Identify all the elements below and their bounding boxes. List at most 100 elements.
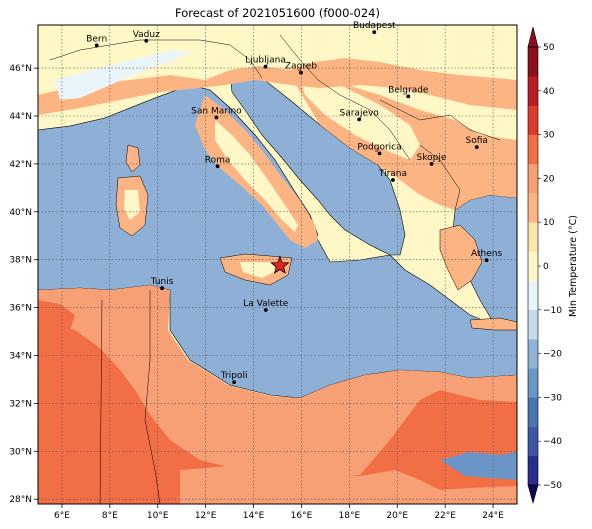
city-zagreb[interactable]: Zagreb — [285, 62, 317, 75]
city-dot — [144, 38, 149, 43]
lon-tick-label: 6°E — [54, 511, 70, 521]
lat-lon-grid — [38, 25, 517, 504]
lon-tick-label: 18°E — [339, 511, 361, 521]
colorbar-bin — [528, 426, 538, 457]
city-label: Vaduz — [133, 30, 160, 40]
city-podgorica[interactable]: Podgorica — [357, 142, 402, 156]
north-warm-band — [38, 58, 517, 115]
city-vaduz[interactable]: Vaduz — [133, 30, 160, 43]
lat-tick-label: 32°N — [9, 399, 32, 409]
country-borders — [49, 34, 501, 504]
lat-tick-label: 36°N — [9, 304, 32, 314]
lon-tick-label: 10°E — [147, 511, 169, 521]
lat-tick-label: 44°N — [9, 112, 32, 122]
map-frame — [37, 24, 518, 505]
city-dot — [94, 43, 99, 48]
colorbar-min-arrow — [527, 484, 539, 505]
city-belgrade[interactable]: Belgrade — [388, 85, 429, 99]
city-san-marino[interactable]: San Marino — [191, 106, 242, 120]
city-ljubljana[interactable]: Ljubljana — [245, 56, 286, 69]
greece-peninsula — [439, 224, 483, 291]
colorbar-bin — [528, 47, 538, 77]
city-tripoli[interactable]: Tripoli — [220, 371, 248, 384]
star-marker — [270, 255, 290, 274]
africa-hot-west — [38, 300, 75, 330]
lon-tick-label: 14°E — [243, 511, 265, 521]
colorbar-tick-label: −40 — [543, 437, 562, 447]
city-budapest[interactable]: Budapest — [353, 21, 396, 35]
map-title: Forecast of 2021051600 (f000-024) — [175, 6, 380, 20]
city-label: Tripoli — [220, 371, 248, 381]
city-tunis[interactable]: Tunis — [150, 277, 174, 291]
city-dot — [372, 30, 377, 35]
sardinia-inland — [124, 190, 140, 220]
lat-tick-label: 30°N — [9, 447, 32, 457]
city-label: Bern — [86, 34, 107, 44]
colorbar-bin — [528, 455, 538, 486]
crete — [469, 317, 517, 331]
city-label: Budapest — [353, 21, 396, 31]
lon-tick-label: 8°E — [102, 511, 118, 521]
city-dot — [406, 94, 411, 99]
city-bern[interactable]: Bern — [86, 34, 107, 48]
lat-tick-label: 40°N — [9, 208, 32, 218]
city-dot — [263, 64, 268, 69]
colorbar-bin — [528, 134, 538, 165]
city-athens[interactable]: Athens — [471, 249, 502, 263]
city-label: Zagreb — [285, 62, 317, 72]
city-dot — [299, 70, 303, 75]
corsica — [125, 144, 141, 173]
city-dot — [429, 162, 434, 166]
colorbar-bin — [528, 309, 538, 340]
city-dot — [357, 117, 362, 122]
city-dot — [474, 145, 479, 150]
city-roma[interactable]: Roma — [205, 155, 231, 169]
city-label: Tirana — [378, 169, 407, 179]
city-sarajevo[interactable]: Sarajevo — [340, 108, 380, 122]
city-tirana[interactable]: Tirana — [378, 169, 407, 182]
colorbar: 50 40 30 20 10 0 −10 −20 −30 −40 −50 — [527, 26, 562, 505]
colorbar-bin — [528, 163, 538, 194]
city-skopje[interactable]: Skopje — [417, 153, 447, 166]
colorbar-bin — [528, 193, 538, 223]
city-label: Roma — [205, 155, 231, 165]
city-dot — [391, 178, 395, 182]
city-label: La Valette — [243, 299, 288, 309]
colorbar-bin — [528, 397, 538, 427]
city-dot — [263, 308, 268, 312]
lat-tick-label: 38°N — [9, 256, 32, 266]
colorbar-tick-label: −10 — [543, 306, 562, 316]
colorbar-bin — [528, 76, 538, 106]
lat-tick-label: 42°N — [9, 160, 32, 170]
city-label: Sofia — [466, 136, 488, 146]
lon-tick-label: 20°E — [386, 511, 408, 521]
colorbar-bin — [528, 251, 538, 281]
city-dot — [214, 115, 219, 120]
colorbar-bin — [528, 339, 538, 369]
city-la-valette[interactable]: La Valette — [243, 299, 289, 312]
colorbar-max-arrow — [527, 26, 539, 48]
city-sofia[interactable]: Sofia — [466, 136, 488, 150]
lon-tick-label: 24°E — [482, 511, 504, 521]
colorbar-bin — [528, 280, 538, 311]
colorbar-tick-label: 50 — [543, 43, 555, 53]
colorbar-label: Min Temperature (°C) — [568, 215, 579, 317]
city-label: San Marino — [191, 106, 242, 116]
colorbar-tick-label: 0 — [543, 262, 549, 272]
city-label: Podgorica — [357, 142, 401, 152]
africa-hot — [38, 320, 517, 504]
colorbar-tick-label: 40 — [543, 87, 555, 97]
colorbar-tick-label: 30 — [543, 131, 555, 141]
city-label: Belgrade — [388, 85, 429, 95]
city-label: Skopje — [417, 153, 447, 163]
city-dot — [484, 258, 489, 263]
colorbar-bin — [528, 368, 538, 398]
city-label: Sarajevo — [340, 108, 380, 118]
colorbar-tick-label: −50 — [543, 481, 562, 491]
colorbar-tick-label: −20 — [543, 350, 562, 360]
city-dot — [232, 380, 237, 384]
colorbar-tick-label: 10 — [543, 218, 555, 228]
city-dot — [377, 151, 382, 156]
